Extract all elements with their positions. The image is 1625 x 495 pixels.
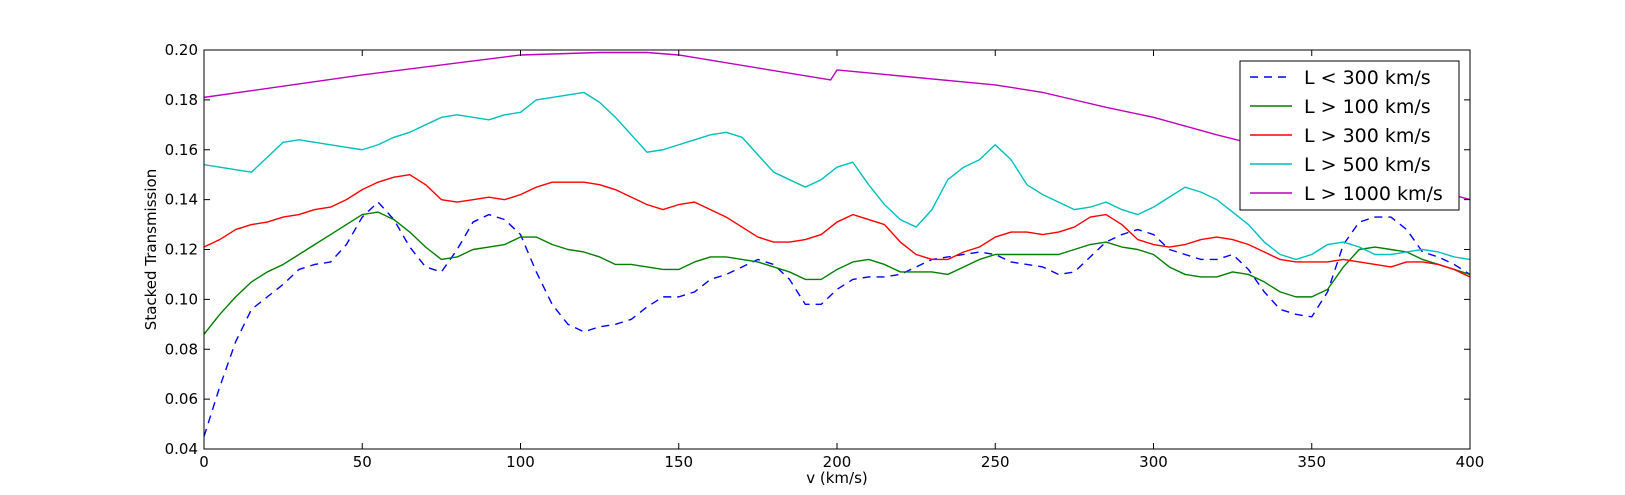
x-tick-label: 0: [199, 453, 209, 471]
y-tick-label: 0.16: [165, 141, 198, 159]
y-tick-label: 0.18: [165, 91, 198, 109]
legend-label-2: L > 100 km/s: [1304, 96, 1431, 118]
series-line-1: [204, 201, 1470, 437]
y-tick-label: 0.14: [165, 191, 198, 209]
y-tick-label: 0.10: [165, 290, 198, 308]
x-tick-label: 50: [353, 453, 372, 471]
y-tick-label: 0.04: [165, 440, 198, 458]
series-line-4: [204, 91, 1470, 261]
y-tick-label: 0.06: [165, 390, 198, 408]
legend-label-5: L > 1000 km/s: [1304, 183, 1443, 205]
legend-label-3: L > 300 km/s: [1304, 125, 1431, 147]
x-tick-label: 350: [1297, 453, 1326, 471]
y-tick-label: 0.08: [165, 340, 198, 358]
series-line-2: [204, 211, 1470, 335]
series-layer: [204, 51, 1470, 437]
y-tick-label: 0.12: [165, 241, 198, 259]
x-tick-label: 400: [1456, 453, 1485, 471]
y-tick-label: 0.20: [165, 41, 198, 59]
y-axis-label: Stacked Transmission: [142, 169, 160, 330]
x-tick-label: 100: [506, 453, 535, 471]
tick-layer: 0 50 100 150 200 250 300 350 400 0.04 0.06 0.08 0.10…: [165, 41, 1485, 471]
x-tick-label: 300: [1139, 453, 1168, 471]
x-axis-label: v (km/s): [806, 469, 868, 487]
x-tick-label: 250: [981, 453, 1010, 471]
x-tick-label: 150: [664, 453, 693, 471]
series-line-3: [204, 173, 1470, 278]
x-tick-label: 200: [823, 453, 852, 471]
legend-label-4: L > 500 km/s: [1304, 154, 1431, 176]
legend-label-1: L < 300 km/s: [1304, 67, 1431, 89]
legend: L < 300 km/s L > 100 km/s L > 300 km/s L > …: [1239, 60, 1460, 211]
